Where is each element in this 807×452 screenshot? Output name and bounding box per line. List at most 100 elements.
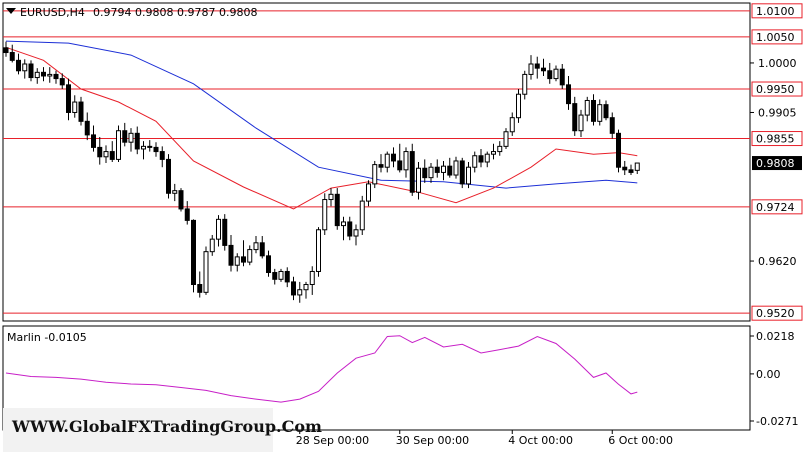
candle-body-bear xyxy=(166,158,171,194)
candle-body-bear xyxy=(334,193,340,227)
candle xyxy=(228,234,234,272)
dropdown-triangle-icon[interactable] xyxy=(6,8,16,14)
ma-slow-layer xyxy=(5,40,638,189)
level-price-label: 0.9520 xyxy=(751,305,803,321)
candle-body-bull xyxy=(328,193,334,201)
level-price-label: 0.9724 xyxy=(751,199,803,215)
candle xyxy=(216,215,221,247)
candle-body-bull xyxy=(497,145,503,153)
level-price-box xyxy=(751,305,803,321)
candle xyxy=(178,188,184,212)
candle xyxy=(622,160,628,176)
candle-body-bull xyxy=(453,160,459,176)
current-price-label: 0.9808 xyxy=(752,156,802,171)
candle-body-bull xyxy=(553,68,559,80)
oscillator-layer xyxy=(5,335,638,403)
candle-body-bear xyxy=(284,270,290,283)
candle xyxy=(253,236,259,254)
candle-body-bear xyxy=(266,255,271,274)
candle xyxy=(291,276,296,301)
candle-body-bear xyxy=(3,47,9,54)
candle xyxy=(241,240,246,267)
level-price-text: 0.9950 xyxy=(756,83,795,96)
candle-body-bull xyxy=(366,183,371,202)
candle-body-bull xyxy=(634,162,640,171)
candle xyxy=(547,62,553,84)
candle-body-bear xyxy=(178,190,184,210)
candle-body-bull xyxy=(484,153,490,163)
candle-body-bull xyxy=(578,114,584,132)
candle-body-bull xyxy=(522,73,528,95)
candle xyxy=(584,96,590,122)
candle xyxy=(59,73,65,90)
candle xyxy=(266,250,271,277)
candle xyxy=(147,140,153,152)
candle-body-bear xyxy=(122,130,128,143)
candle xyxy=(72,95,78,118)
candle xyxy=(522,70,528,100)
candle xyxy=(334,188,340,230)
candle xyxy=(478,148,484,168)
level-price-text: 0.9724 xyxy=(756,201,795,214)
candle-body-bear xyxy=(459,160,465,185)
candle-body-bull xyxy=(528,63,534,75)
candle-body-bear xyxy=(566,84,571,105)
osc-tick-label: 0.0218 xyxy=(756,330,795,343)
candle-body-bull xyxy=(278,270,284,280)
candle-body-bear xyxy=(616,132,621,168)
chart-ohlc: 0.9794 0.9808 0.9787 0.9808 xyxy=(93,6,257,19)
candle xyxy=(484,151,490,168)
candle-body-bear xyxy=(159,151,165,160)
candle-body-bear xyxy=(134,132,140,150)
candle xyxy=(259,236,265,259)
candle xyxy=(34,68,40,84)
candle xyxy=(28,60,34,82)
candle-body-bear xyxy=(378,164,384,168)
time-axis: 28 Sep 00:00 30 Sep 00:00 4 Oct 00:00 6 Oct… xyxy=(296,430,673,447)
candle-body-bear xyxy=(28,63,34,79)
candle xyxy=(197,271,203,298)
candle-body-bear xyxy=(153,146,159,153)
candle-body-bear xyxy=(547,70,553,80)
candle-body-bear xyxy=(184,208,190,221)
candle-body-bull xyxy=(209,238,215,253)
watermark: WWW.GlobalFXTradingGroup.Com xyxy=(11,417,322,436)
candle xyxy=(566,75,571,110)
candle-body-bull xyxy=(141,145,146,150)
candle-body-bear xyxy=(78,101,84,122)
candle-body-bull xyxy=(203,251,209,293)
candle xyxy=(222,214,228,251)
candle-body-bear xyxy=(478,155,484,163)
candle xyxy=(372,160,378,189)
level-price-text: 0.9520 xyxy=(756,307,795,320)
candle xyxy=(9,44,15,63)
level-price-text: 1.0100 xyxy=(756,5,795,18)
candle xyxy=(209,234,215,256)
candle xyxy=(528,55,534,80)
indicator-label: Marlin -0.0105 xyxy=(7,331,87,344)
candle-body-bull xyxy=(322,199,328,231)
time-label: 30 Sep 00:00 xyxy=(396,434,469,447)
osc-tick-label: 0.00 xyxy=(756,368,781,381)
level-price-label: 1.0050 xyxy=(751,29,803,45)
candle xyxy=(203,246,209,295)
candle-body-bull xyxy=(72,101,78,113)
level-price-box xyxy=(751,131,803,147)
candle xyxy=(91,125,96,152)
candle-body-bear xyxy=(622,166,628,171)
candle xyxy=(384,151,390,173)
candle-body-bull xyxy=(441,165,446,173)
candle xyxy=(134,126,140,155)
candle xyxy=(447,157,453,178)
candle-body-bear xyxy=(397,160,403,171)
candle xyxy=(322,193,328,235)
candle-body-bear xyxy=(53,73,59,80)
candle xyxy=(109,141,115,162)
candle-body-bear xyxy=(191,219,196,286)
level-price-box xyxy=(751,29,803,45)
candle xyxy=(416,162,421,200)
candle-body-bear xyxy=(9,52,15,61)
candle xyxy=(516,89,521,123)
candle-body-bear xyxy=(147,145,153,148)
candle-body-bear xyxy=(609,117,615,134)
